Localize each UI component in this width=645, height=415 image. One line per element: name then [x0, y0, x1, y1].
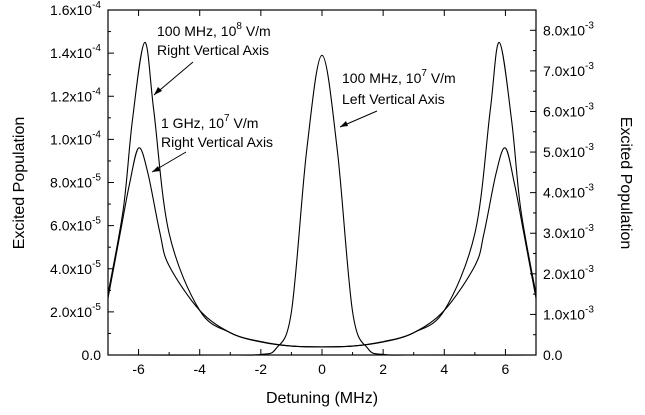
x-tick-label: -2 — [255, 361, 268, 377]
annotation-line1: 100 MHz, 107 V/m — [342, 68, 456, 86]
y-tick-label: 0.0 — [82, 347, 102, 363]
y-tick-label: 1.0x10-4 — [50, 129, 101, 147]
y-tick-label: 8.0x10-5 — [50, 173, 101, 191]
series-line-0 — [107, 54, 537, 356]
y-tick-label: 4.0x10-3 — [543, 183, 594, 201]
series-line-1 — [107, 41, 537, 348]
plot-frame — [107, 9, 537, 356]
y-tick-label: 1.0x10-3 — [543, 304, 594, 322]
x-tick-label: 6 — [502, 361, 510, 377]
x-tick-label: -4 — [193, 361, 206, 377]
series-line-2 — [107, 147, 537, 348]
annotation-line2: Right Vertical Axis — [161, 134, 273, 150]
y-tick-label: 4.0x10-5 — [50, 259, 101, 277]
x-axis: -6 -4 -2 0 2 4 6 — [107, 10, 537, 377]
y-tick-label: 1.4x10-4 — [50, 43, 101, 61]
x-tick-label: -6 — [132, 361, 145, 377]
y-tick-label: 6.0x10-5 — [50, 216, 101, 234]
left-y-axis: 0.0 2.0x10-5 4.0x10-5 6.0x10-5 8.0x10-5 1.0x1… — [50, 0, 114, 363]
y-tick-label: 7.0x10-3 — [543, 61, 594, 79]
y-tick-label: 2.0x10-3 — [543, 264, 594, 282]
series-group — [107, 41, 537, 356]
annotation-100mhz-1e7: 100 MHz, 107 V/m Left Vertical Axis — [339, 68, 456, 128]
annotation-line2: Right Vertical Axis — [157, 42, 269, 58]
arrow-head-icon — [154, 87, 162, 95]
arrow-head-icon — [152, 166, 160, 172]
y-tick-label: 8.0x10-3 — [543, 20, 594, 38]
y-tick-label: 3.0x10-3 — [543, 223, 594, 241]
x-tick-label: 0 — [318, 361, 326, 377]
y-tick-label: 0.0 — [543, 347, 563, 363]
y-tick-label: 5.0x10-3 — [543, 142, 594, 160]
x-axis-label: Detuning (MHz) — [266, 390, 378, 407]
annotation-100mhz-1e8: 100 MHz, 108 V/m Right Vertical Axis — [153, 21, 271, 96]
x-tick-label: 2 — [379, 361, 387, 377]
y-tick-label: 6.0x10-3 — [543, 101, 594, 119]
annotation-line1: 1 GHz, 107 V/m — [161, 113, 258, 131]
y-tick-label: 2.0x10-5 — [50, 302, 101, 320]
right-y-axis: 0.0 1.0x10-3 2.0x10-3 3.0x10-3 4.0x10-3 5.0x1… — [530, 20, 594, 363]
y-tick-label: 1.6x10-4 — [50, 0, 101, 18]
left-y-axis-label: Excited Population — [11, 117, 28, 250]
arrow-head-icon — [340, 121, 348, 127]
annotation-line2: Left Vertical Axis — [342, 91, 445, 107]
right-y-axis-label: Excited Population — [617, 117, 634, 250]
y-tick-label: 1.2x10-4 — [50, 86, 101, 104]
x-tick-label: 4 — [440, 361, 448, 377]
annotation-line1: 100 MHz, 108 V/m — [157, 21, 271, 39]
annotation-1ghz-1e7: 1 GHz, 107 V/m Right Vertical Axis — [151, 113, 273, 173]
